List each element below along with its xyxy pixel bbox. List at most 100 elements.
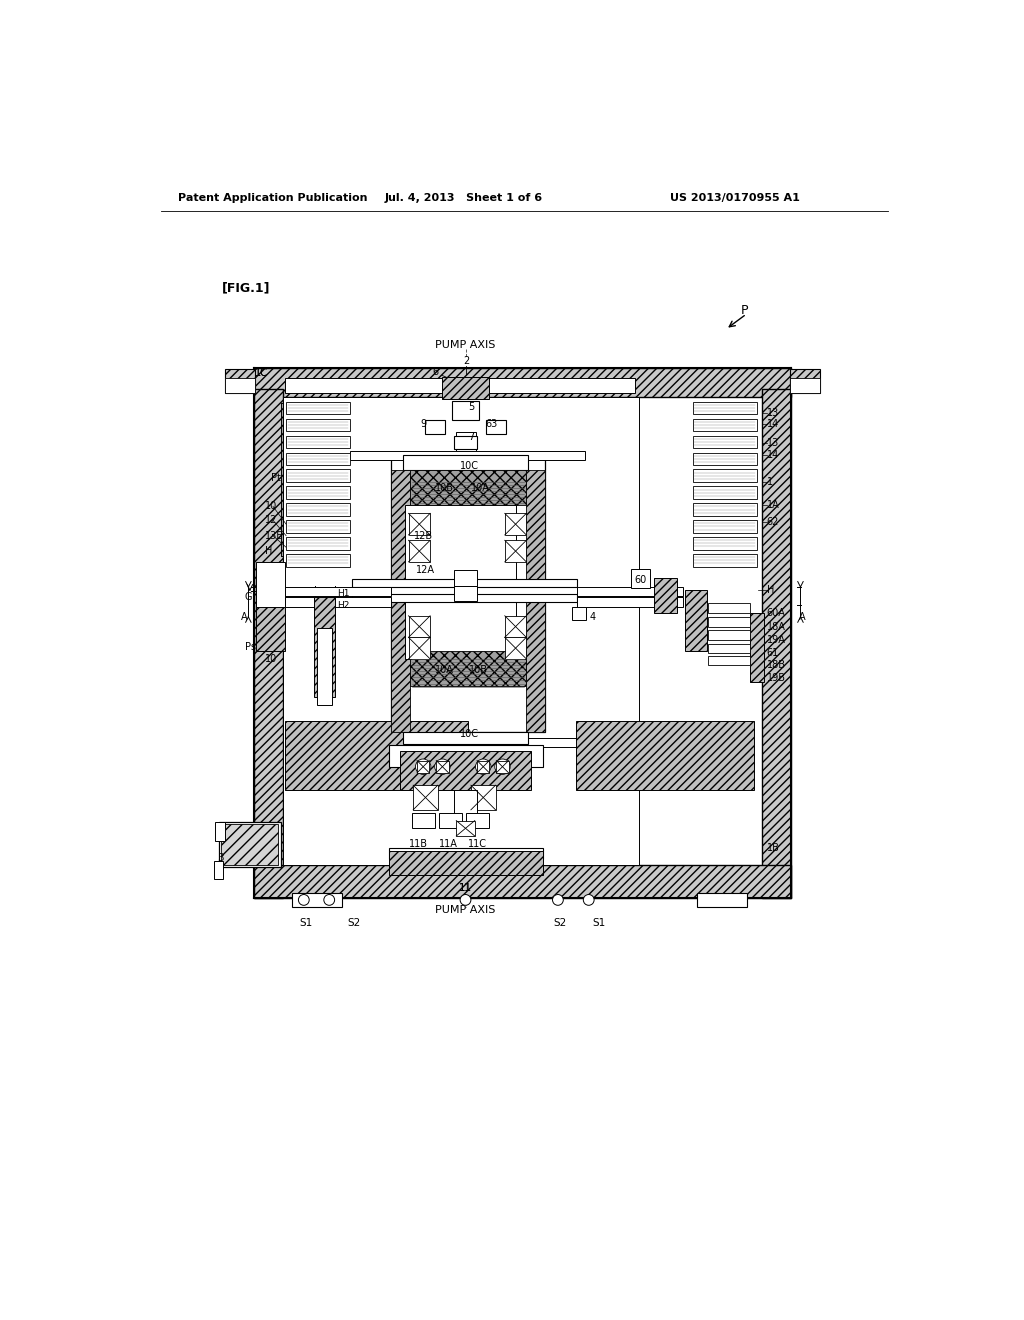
Text: 1A: 1A — [767, 500, 779, 510]
Text: 10: 10 — [264, 653, 276, 664]
Bar — [708, 644, 751, 653]
Bar — [219, 822, 281, 867]
Text: A: A — [241, 611, 247, 622]
Bar — [751, 612, 764, 682]
Bar — [454, 436, 477, 449]
Text: 10: 10 — [264, 502, 276, 511]
Bar — [285, 378, 635, 393]
Bar — [413, 785, 438, 810]
Bar — [571, 607, 586, 620]
Bar — [352, 594, 578, 602]
Text: 60: 60 — [634, 576, 646, 585]
Text: 4: 4 — [590, 612, 596, 622]
Bar — [471, 785, 496, 810]
Bar — [466, 813, 488, 829]
Text: 3: 3 — [217, 853, 223, 862]
Circle shape — [584, 895, 594, 906]
Bar — [708, 656, 751, 665]
Text: 11: 11 — [460, 883, 472, 894]
Bar — [575, 721, 755, 789]
Circle shape — [495, 759, 510, 775]
Bar — [391, 601, 410, 733]
Bar — [692, 486, 757, 499]
Bar — [254, 368, 792, 397]
Bar — [214, 861, 223, 879]
Bar — [410, 470, 525, 506]
Bar — [388, 744, 543, 767]
Bar — [391, 470, 410, 586]
Bar — [692, 470, 757, 482]
Circle shape — [460, 895, 471, 906]
Bar — [708, 603, 751, 612]
Text: 1B: 1B — [767, 842, 779, 853]
Bar — [692, 418, 757, 430]
Bar — [391, 455, 545, 586]
Text: Patent Application Publication: Patent Application Publication — [178, 194, 368, 203]
Bar — [692, 453, 757, 465]
Bar — [425, 420, 445, 434]
Bar — [285, 721, 468, 789]
Text: 2: 2 — [463, 356, 469, 366]
Text: 10A: 10A — [435, 665, 454, 676]
Bar — [256, 562, 285, 607]
Bar — [692, 401, 757, 414]
Bar — [692, 520, 757, 533]
Circle shape — [416, 759, 431, 775]
Text: H: H — [264, 546, 272, 556]
Bar — [256, 590, 285, 651]
Bar — [505, 616, 526, 638]
Text: 12: 12 — [264, 515, 276, 525]
Text: US 2013/0170955 A1: US 2013/0170955 A1 — [670, 194, 800, 203]
Text: [FIG.1]: [FIG.1] — [221, 281, 270, 294]
Bar — [388, 851, 543, 875]
Text: A: A — [799, 611, 806, 622]
Bar — [224, 378, 255, 393]
Bar — [790, 368, 820, 393]
Bar — [403, 455, 528, 470]
Bar — [436, 760, 449, 774]
Bar — [692, 503, 757, 516]
Text: 11B: 11B — [410, 838, 428, 849]
Text: S2: S2 — [347, 917, 360, 928]
Bar — [692, 436, 757, 447]
Bar — [708, 618, 751, 627]
Bar — [454, 570, 477, 586]
Text: 11C: 11C — [468, 838, 486, 849]
Text: Ps: Ps — [245, 643, 256, 652]
Bar — [485, 420, 506, 434]
Text: 19A: 19A — [767, 635, 785, 644]
Text: 10C: 10C — [460, 462, 479, 471]
Bar — [457, 821, 475, 836]
Circle shape — [324, 895, 335, 906]
Text: 60A: 60A — [767, 607, 785, 618]
Text: 11: 11 — [459, 883, 472, 894]
Text: 18B: 18B — [767, 660, 785, 671]
Text: 1: 1 — [767, 477, 773, 487]
Bar — [285, 598, 391, 607]
Bar — [224, 368, 255, 393]
Bar — [352, 578, 578, 586]
Bar — [454, 586, 477, 601]
Bar — [286, 401, 350, 414]
Bar — [286, 537, 350, 549]
Text: H: H — [767, 585, 774, 594]
Bar — [525, 601, 545, 733]
Bar — [578, 586, 683, 595]
Bar — [285, 586, 391, 595]
Bar — [286, 486, 350, 499]
Bar — [409, 638, 430, 659]
Bar — [391, 601, 545, 733]
Bar — [708, 631, 751, 640]
Bar — [292, 892, 342, 907]
Bar — [417, 760, 429, 774]
Text: P: P — [741, 305, 749, 317]
Bar — [254, 389, 283, 898]
Text: 63: 63 — [485, 418, 498, 429]
Text: G: G — [245, 593, 252, 602]
Bar — [283, 397, 639, 866]
Bar — [454, 789, 477, 829]
Circle shape — [553, 895, 563, 906]
Circle shape — [298, 895, 309, 906]
Text: Pt: Pt — [271, 473, 282, 483]
Text: 10B: 10B — [469, 665, 488, 676]
